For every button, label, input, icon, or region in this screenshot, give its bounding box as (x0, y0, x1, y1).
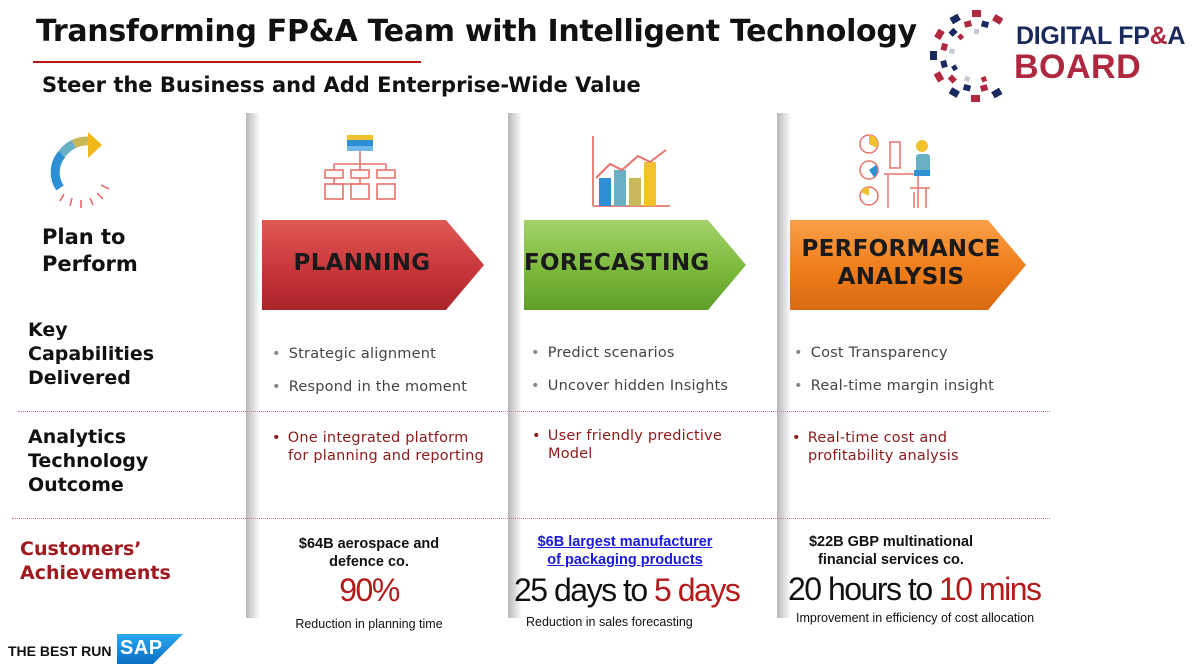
org-chart-icon (320, 134, 400, 202)
row-divider-1 (18, 411, 1050, 412)
performance-arrow: PERFORMANCE ANALYSIS (790, 218, 1030, 313)
achievement-company: $64B aerospace and defence co. (298, 536, 440, 570)
bar-chart-growth-icon (590, 134, 674, 208)
achievement-note: Reduction in planning time (295, 617, 443, 631)
achievement-metric: 90% (339, 572, 400, 608)
achievement-note: Improvement in efficiency of cost alloca… (796, 611, 1035, 625)
achievement-metric: 20 hours to 10 mins (788, 571, 1042, 607)
page-subtitle: Steer the Business and Add Enterprise-Wi… (42, 73, 641, 97)
logo-mark-icon (930, 10, 1004, 102)
row-label-analytics: Analytics Technology Outcome (28, 426, 149, 496)
planning-arrow: PLANNING (262, 218, 488, 313)
column-separator-3 (777, 113, 791, 618)
achievement-forecasting: $6B largest manufacturer of packaging pr… (514, 533, 741, 629)
achievement-planning: $64B aerospace and defence co. 90% Reduc… (262, 535, 476, 631)
row-label-capabilities: Key Capabilities Delivered (28, 319, 155, 389)
row-divider-2 (12, 518, 1050, 519)
capability-bullet: • Uncover hidden Insights (531, 378, 729, 394)
forecasting-arrow: FORECASTING (524, 218, 750, 313)
digital-fpa-board-logo (928, 4, 1198, 104)
achievement-company-link[interactable]: $6B largest manufacturer of packaging pr… (537, 534, 713, 568)
outcome-bullet: • User friendly predictive Model (532, 428, 723, 462)
achievement-company: $22B GBP multinational financial service… (808, 534, 974, 568)
capability-bullet: • Cost Transparency (794, 345, 948, 361)
analyst-at-desk-icon (856, 132, 942, 210)
planning-arrow-label: PLANNING (293, 250, 431, 276)
row-label-plan: Plan to Perform (42, 225, 138, 276)
capability-bullet: • Real-time margin insight (794, 378, 995, 394)
performance-arrow-label: PERFORMANCE ANALYSIS (801, 236, 1001, 290)
circular-arrow-icon (44, 132, 134, 212)
achievement-note: Reduction in sales forecasting (526, 615, 693, 629)
forecasting-arrow-label: FORECASTING (524, 250, 710, 276)
capability-bullet: • Predict scenarios (531, 345, 675, 361)
achievement-performance: $22B GBP multinational financial service… (784, 533, 1056, 625)
footer-tagline: THE BEST RUN (8, 643, 112, 659)
outcome-bullet: • Real-time cost and profitability analys… (792, 430, 959, 464)
achievement-metric: 25 days to 5 days (514, 572, 741, 608)
column-separator-2 (508, 113, 522, 618)
sap-logo: SAP (117, 634, 183, 664)
capability-bullet: • Respond in the moment (272, 379, 468, 395)
logo-text-line1: DIGITAL FP&A (1016, 22, 1186, 50)
capability-bullet: • Strategic alignment (272, 346, 436, 362)
page-title: Transforming FP&A Team with Intelligent … (36, 14, 917, 49)
title-underline (33, 61, 421, 63)
column-separator-1 (246, 113, 260, 618)
logo-text-line2: BOARD (1014, 48, 1142, 86)
sap-logo-text: SAP (120, 637, 163, 659)
outcome-bullet: • One integrated platform for planning an… (272, 430, 484, 464)
row-label-customers: Customers’ Achievements (20, 538, 171, 584)
